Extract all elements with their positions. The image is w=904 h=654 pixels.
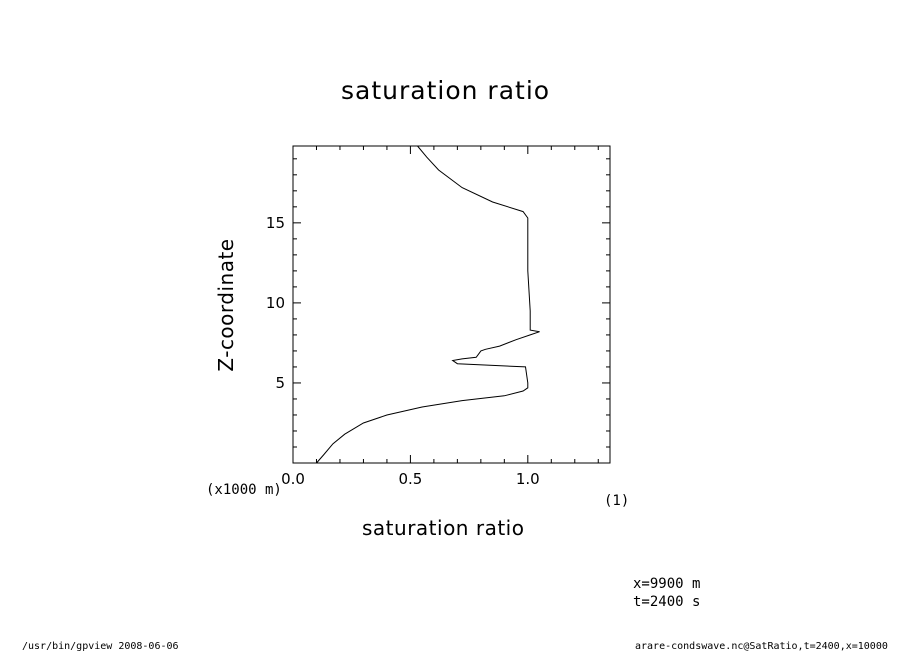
x-axis-unit: (1): [604, 493, 630, 509]
footer-source-variable: arare-condswave.nc@SatRatio,t=2400,x=100…: [635, 641, 888, 652]
chart-title: saturation ratio: [341, 76, 551, 105]
y-tick-label: 15: [266, 214, 285, 232]
coordinate-t-readout: t=2400 s: [633, 594, 701, 610]
x-tick-label: 0.5: [398, 470, 422, 488]
y-tick-label: 10: [266, 294, 285, 312]
axis-ticks: [293, 146, 610, 463]
x-axis-label: saturation ratio: [362, 516, 525, 540]
series-line-saturation-ratio: [316, 145, 540, 464]
y-axis-unit: (x1000 m): [206, 482, 282, 498]
x-tick-label: 1.0: [516, 470, 540, 488]
x-tick-label: 0.0: [281, 470, 305, 488]
tick-labels: 0.0 0.5 1.0 5 10 15: [266, 214, 540, 488]
y-tick-label: 5: [275, 374, 285, 392]
footer-program-date: /usr/bin/gpview 2008-06-06: [22, 641, 179, 652]
coordinate-x-readout: x=9900 m: [633, 576, 701, 592]
plot-frame: [292, 145, 611, 464]
